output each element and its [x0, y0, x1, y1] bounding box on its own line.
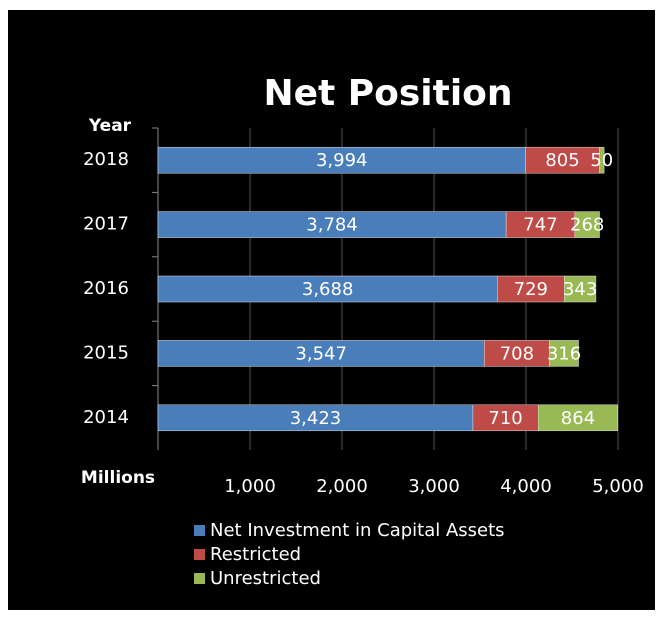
data-label: 3,994 — [316, 150, 368, 171]
chart-title: Net Position — [263, 73, 512, 114]
data-label: 864 — [561, 408, 595, 429]
legend-label: Unrestricted — [210, 568, 321, 589]
bar-segment — [525, 146, 600, 174]
data-label: 3,688 — [302, 279, 354, 300]
y-tick-label: 2017 — [83, 214, 129, 235]
x-tick-label: 5,000 — [592, 476, 644, 497]
x-tick-label: 2,000 — [316, 476, 368, 497]
legend-label: Net Investment in Capital Assets — [210, 520, 505, 541]
y-tick-label: 2014 — [83, 407, 129, 428]
bar-segment — [505, 211, 576, 238]
data-label: 805 — [545, 150, 579, 171]
legend-swatch — [194, 573, 205, 584]
bar-segment — [157, 211, 507, 238]
legend-label: Restricted — [210, 544, 301, 565]
data-label: 710 — [488, 408, 522, 429]
data-label: 268 — [570, 215, 604, 236]
data-label: 729 — [514, 279, 548, 300]
chart-background — [8, 10, 655, 610]
data-label: 3,547 — [295, 343, 347, 364]
y-axis-label: Year — [88, 116, 132, 136]
data-label: 3,423 — [290, 408, 342, 429]
bar-segment — [599, 146, 605, 174]
y-tick-label: 2016 — [83, 278, 129, 299]
bar-segment — [484, 340, 550, 367]
legend-swatch — [194, 549, 205, 560]
bar-segment — [574, 211, 600, 238]
data-label: 708 — [500, 343, 534, 364]
data-label: 747 — [523, 215, 557, 236]
bar-segment — [157, 404, 474, 432]
data-label: 50 — [590, 150, 613, 171]
bar-segment — [497, 275, 565, 303]
x-tick-label: 1,000 — [224, 476, 276, 497]
y-tick-label: 2018 — [83, 149, 129, 170]
data-label: 316 — [547, 343, 581, 364]
x-axis-label: Millions — [81, 468, 155, 488]
x-tick-label: 4,000 — [500, 476, 552, 497]
data-label: 343 — [563, 279, 597, 300]
x-tick-label: 3,000 — [408, 476, 460, 497]
legend-swatch — [194, 525, 205, 536]
y-tick-label: 2015 — [83, 342, 129, 363]
data-label: 3,784 — [306, 215, 358, 236]
bar-segment — [472, 404, 539, 432]
bar-segment — [157, 340, 485, 367]
bar-segment — [549, 340, 579, 367]
bar-segment — [564, 275, 597, 303]
bar-segment — [537, 404, 618, 432]
